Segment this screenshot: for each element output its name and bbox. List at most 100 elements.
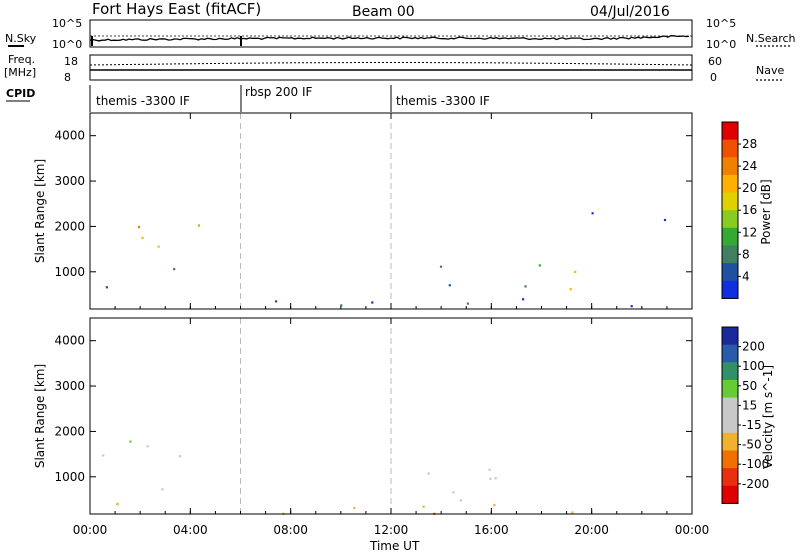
- power-cell: [137, 226, 141, 229]
- power-cell: [538, 264, 541, 267]
- colorbar-tick-label: 20: [742, 181, 757, 195]
- x-tick-label: 12:00: [374, 523, 409, 537]
- colorbar-swatch: [722, 485, 738, 504]
- x-axis-label: Time UT: [369, 539, 420, 553]
- vel-cell: [494, 477, 497, 480]
- colorbar-swatch: [722, 210, 738, 229]
- colorbar-swatch: [722, 263, 738, 282]
- colorbar-swatch: [722, 362, 738, 381]
- colorbar-tick-label: 16: [742, 203, 757, 217]
- colorbar-swatch: [722, 280, 738, 299]
- power-cell: [141, 236, 144, 239]
- cpid-segment-2: rbsp 200 IF: [245, 85, 312, 99]
- cpid-row: CPID themis -3300 IF rbsp 200 IF themis …: [6, 85, 490, 112]
- colorbar-swatch: [722, 450, 738, 469]
- power-cell: [466, 302, 469, 305]
- date-label: 04/Jul/2016: [590, 4, 670, 20]
- x-tick-label: 20:00: [574, 523, 609, 537]
- nsearch-tick-top: 10^5: [706, 17, 736, 30]
- power-cell: [591, 212, 594, 215]
- power-cell: [105, 286, 108, 289]
- nave-trace: [89, 62, 693, 66]
- power-cell: [275, 300, 278, 303]
- colorbar-tick-label: 100: [742, 359, 765, 373]
- x-tick-label: 04:00: [173, 523, 208, 537]
- y-tick-label: 3000: [54, 174, 85, 188]
- colorbar-swatch: [722, 245, 738, 264]
- y-tick-label: 4000: [54, 334, 85, 348]
- colorbar-tick-label: -50: [742, 438, 762, 452]
- cpid-label: CPID: [6, 87, 35, 100]
- y-tick-label: 3000: [54, 379, 85, 393]
- colorbar-tick-label: 28: [742, 137, 757, 151]
- nsearch-tick-bottom: 10^0: [706, 38, 736, 51]
- colorbar-tick-label: 24: [742, 159, 757, 173]
- colorbar-swatch: [722, 139, 738, 158]
- colorbar-swatch: [722, 157, 738, 176]
- power-cbar-label: Power [dB]: [759, 179, 773, 244]
- power-cell: [522, 298, 525, 301]
- vel-cell: [178, 455, 182, 458]
- nsky-tick-top: 10^5: [52, 17, 82, 30]
- vel-cell: [422, 505, 425, 508]
- power-cell: [448, 284, 451, 287]
- nave-label: Nave: [756, 64, 784, 77]
- velocity-cbar-label: Velocity [m s^-1]: [761, 365, 775, 469]
- freq-tick-bottom: 8: [64, 71, 71, 84]
- colorbar-tick-label: -15: [742, 418, 762, 432]
- colorbar-tick-label: 4: [742, 269, 750, 283]
- power-panel: 1000 2000 3000 4000 Slant Range [km] 28 24 20…: [33, 112, 773, 310]
- y-tick-label: 1000: [54, 265, 85, 279]
- power-cell: [197, 224, 200, 227]
- y-tick-label: 2000: [54, 219, 85, 233]
- y-tick-label: 2000: [54, 424, 85, 438]
- y-tick-label: 1000: [54, 470, 85, 484]
- vel-cell: [571, 511, 574, 514]
- vel-cell: [452, 491, 455, 494]
- vel-cell: [161, 488, 164, 491]
- power-colorbar: 28 24 20 16 12 8 4: [721, 121, 757, 299]
- colorbar-tick-label: 200: [742, 340, 765, 354]
- power-cell: [524, 285, 527, 288]
- colorbar-swatch: [722, 415, 738, 434]
- nsky-label: N.Sky: [5, 32, 37, 45]
- vel-cell: [116, 503, 119, 506]
- power-cell: [371, 301, 374, 304]
- power-cell: [574, 270, 577, 273]
- power-cell: [340, 304, 343, 307]
- velocity-colorbar: 200 100 50 15 -15 -50 -100 -200: [721, 326, 769, 504]
- power-cell: [439, 265, 443, 268]
- cpid-segment-1: themis -3300 IF: [96, 94, 190, 108]
- nave-tick-top: 60: [708, 55, 722, 68]
- x-tick-label: 16:00: [474, 523, 509, 537]
- cpid-segment-3: themis -3300 IF: [396, 94, 490, 108]
- power-cell: [173, 268, 176, 271]
- colorbar-tick-label: -200: [742, 477, 769, 491]
- y-tick-label: 4000: [54, 129, 85, 143]
- colorbar-tick-label: 12: [742, 225, 757, 239]
- velocity-scatter: [102, 318, 574, 515]
- vel-cell: [102, 454, 105, 457]
- colorbar-swatch: [722, 227, 738, 246]
- colorbar-swatch: [722, 192, 738, 211]
- x-axis: 00:00 04:00 08:00 12:00 16:00 20:00 00:00: [73, 113, 710, 537]
- colorbar-tick-label: -100: [742, 457, 769, 471]
- vel-cell: [353, 507, 356, 510]
- velocity-ylabel: Slant Range [km]: [33, 364, 47, 468]
- freq-panel: Freq. [MHz] 18 8 60 0 Nave: [4, 53, 784, 84]
- vel-cell: [146, 445, 149, 448]
- colorbar-tick-label: 50: [742, 379, 757, 393]
- power-ylabel: Slant Range [km]: [33, 159, 47, 263]
- x-tick-label: 00:00: [675, 523, 710, 537]
- power-cell: [157, 245, 160, 248]
- vel-cell: [427, 472, 430, 475]
- x-tick-label: 00:00: [73, 523, 108, 537]
- vel-cell: [129, 440, 132, 443]
- x-tick-label: 08:00: [273, 523, 308, 537]
- freq-tick-top: 18: [64, 55, 78, 68]
- beam-label: Beam 00: [352, 4, 415, 20]
- vel-cell: [459, 499, 462, 502]
- vel-cell: [493, 503, 496, 507]
- vel-cell: [489, 477, 492, 480]
